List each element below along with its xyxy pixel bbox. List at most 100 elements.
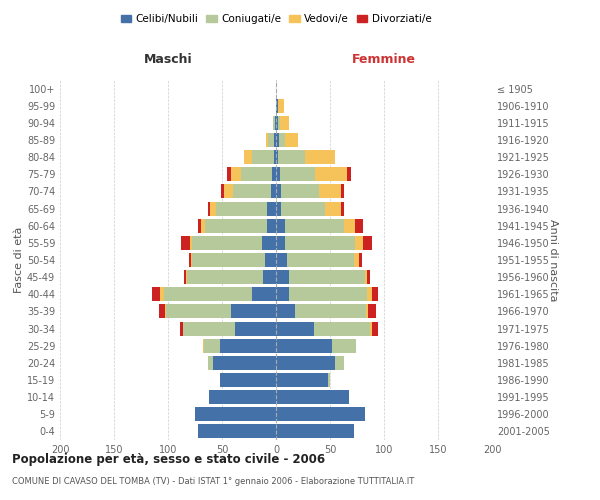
Bar — [305, 150, 335, 164]
Bar — [289, 288, 367, 302]
Bar — [241, 168, 272, 181]
Bar — [355, 218, 364, 232]
Bar — [265, 253, 276, 267]
Bar — [315, 168, 347, 181]
Bar — [210, 202, 215, 215]
Bar — [274, 150, 276, 164]
Bar — [278, 98, 284, 112]
Bar — [227, 168, 230, 181]
Bar — [295, 304, 365, 318]
Bar — [276, 202, 281, 215]
Bar — [262, 236, 276, 250]
Bar — [284, 133, 298, 147]
Bar — [367, 270, 370, 284]
Bar — [284, 218, 344, 232]
Text: Maschi: Maschi — [143, 54, 193, 66]
Bar — [276, 218, 284, 232]
Bar — [370, 322, 372, 336]
Y-axis label: Anni di nascita: Anni di nascita — [548, 219, 558, 301]
Bar — [271, 184, 276, 198]
Bar — [273, 116, 275, 130]
Bar — [276, 288, 289, 302]
Bar — [276, 373, 328, 387]
Bar — [372, 322, 377, 336]
Bar — [202, 218, 205, 232]
Bar — [263, 270, 276, 284]
Bar — [276, 150, 278, 164]
Bar — [252, 150, 274, 164]
Bar — [268, 218, 276, 232]
Bar — [341, 184, 344, 198]
Bar — [180, 322, 183, 336]
Bar — [198, 218, 202, 232]
Bar — [220, 373, 276, 387]
Bar — [279, 133, 284, 147]
Bar — [344, 218, 355, 232]
Bar — [233, 184, 271, 198]
Bar — [152, 288, 160, 302]
Bar — [221, 184, 224, 198]
Bar — [365, 304, 368, 318]
Bar — [244, 150, 252, 164]
Bar — [192, 253, 265, 267]
Bar — [276, 133, 279, 147]
Text: COMUNE DI CAVASO DEL TOMBA (TV) - Dati ISTAT 1° gennaio 2006 - Elaborazione TUTT: COMUNE DI CAVASO DEL TOMBA (TV) - Dati I… — [12, 477, 414, 486]
Bar — [184, 270, 187, 284]
Bar — [280, 116, 289, 130]
Bar — [160, 304, 165, 318]
Text: Popolazione per età, sesso e stato civile - 2006: Popolazione per età, sesso e stato civil… — [12, 452, 325, 466]
Bar — [209, 390, 276, 404]
Bar — [188, 253, 191, 267]
Bar — [367, 288, 372, 302]
Bar — [276, 424, 354, 438]
Bar — [276, 184, 281, 198]
Bar — [287, 253, 354, 267]
Bar — [359, 253, 362, 267]
Bar — [281, 184, 319, 198]
Bar — [319, 184, 341, 198]
Bar — [341, 202, 344, 215]
Bar — [274, 133, 276, 147]
Bar — [192, 236, 262, 250]
Bar — [332, 338, 356, 352]
Bar — [268, 133, 274, 147]
Bar — [276, 270, 289, 284]
Bar — [368, 304, 376, 318]
Bar — [347, 168, 350, 181]
Bar — [372, 288, 377, 302]
Bar — [355, 236, 364, 250]
Bar — [354, 253, 359, 267]
Bar — [224, 184, 233, 198]
Bar — [191, 253, 192, 267]
Bar — [276, 390, 349, 404]
Bar — [268, 202, 276, 215]
Bar — [278, 150, 305, 164]
Bar — [195, 408, 276, 422]
Bar — [208, 202, 210, 215]
Bar — [187, 270, 263, 284]
Legend: Celibi/Nubili, Coniugati/e, Vedovi/e, Divorziati/e: Celibi/Nubili, Coniugati/e, Vedovi/e, Di… — [116, 10, 436, 29]
Bar — [214, 356, 276, 370]
Bar — [328, 373, 330, 387]
Bar — [314, 322, 370, 336]
Bar — [276, 116, 278, 130]
Bar — [230, 168, 241, 181]
Text: Femmine: Femmine — [352, 54, 416, 66]
Bar — [266, 133, 268, 147]
Bar — [215, 202, 268, 215]
Bar — [335, 356, 344, 370]
Bar — [276, 338, 332, 352]
Bar — [284, 236, 355, 250]
Bar — [276, 98, 278, 112]
Bar — [276, 236, 284, 250]
Bar — [278, 116, 280, 130]
Bar — [183, 322, 235, 336]
Bar — [203, 338, 220, 352]
Bar — [190, 236, 192, 250]
Bar — [164, 288, 252, 302]
Bar — [208, 356, 214, 370]
Bar — [276, 408, 365, 422]
Bar — [235, 322, 276, 336]
Bar — [205, 218, 268, 232]
Bar — [252, 288, 276, 302]
